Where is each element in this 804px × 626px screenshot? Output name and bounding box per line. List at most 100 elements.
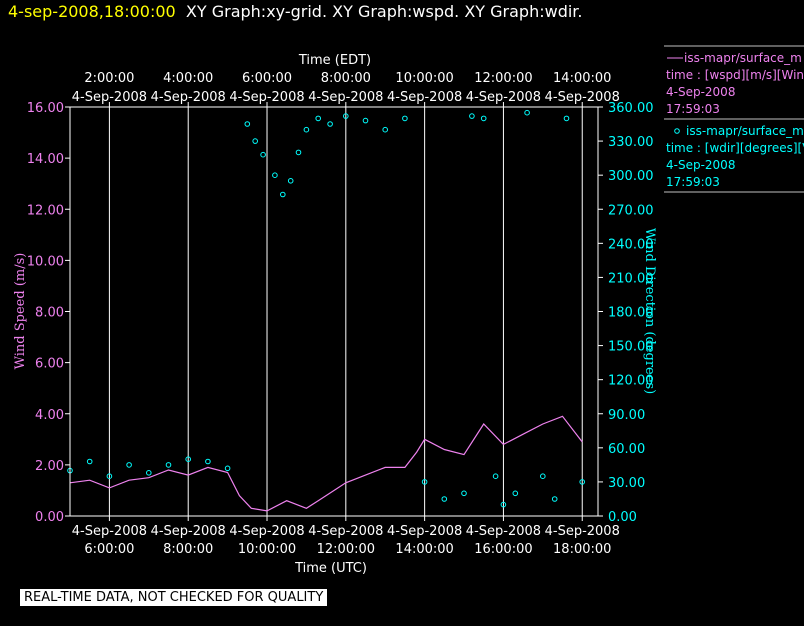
y-right-tick-label: 0.00 <box>608 510 637 525</box>
x-tick-date-top: 4-Sep-2008 <box>72 90 147 105</box>
wind-direction-point <box>260 151 266 158</box>
wind-direction-point <box>86 458 93 465</box>
x-tick-time-edt: 6:00:00 <box>242 71 292 86</box>
wind-direction-point <box>461 490 467 497</box>
y-left-tick-label: 16.00 <box>27 101 64 116</box>
x-tick-date-bottom: 4-Sep-2008 <box>151 524 226 539</box>
wind-direction-point <box>185 456 191 463</box>
wind-direction-point <box>224 465 231 472</box>
wind-direction-point <box>126 462 132 468</box>
wind-speed-line <box>69 415 583 512</box>
axes <box>69 106 599 517</box>
legend-dir-name: iss-mapr/surface_m <box>686 124 804 138</box>
x-tick-date-top: 4-Sep-2008 <box>387 90 462 105</box>
y-left-tick-label: 12.00 <box>27 203 64 218</box>
legend-circle-swatch <box>674 128 680 134</box>
x-tick-date-bottom: 4-Sep-2008 <box>308 524 383 539</box>
x-tick-date-top: 4-Sep-2008 <box>466 90 541 105</box>
x-tick-time-edt: 12:00:00 <box>474 71 532 86</box>
legend-speed-time: 17:59:03 <box>666 102 720 116</box>
y-left-tick-label: 6.00 <box>35 357 64 372</box>
grid-lines <box>108 107 583 516</box>
x-axis-ticks: 4-Sep-20086:00:002:00:004-Sep-20084-Sep-… <box>72 71 620 557</box>
legend-speed-detail: time : [wspd][m/s][Wind <box>666 68 804 82</box>
right-axis-ticks: 0.00 30.00 60.00 90.00 120.00 150.00 180.00 210… <box>598 101 654 525</box>
wind-direction-point <box>492 473 499 480</box>
quality-warning: REAL-TIME DATA, NOT CHECKED FOR QUALITY <box>20 589 328 606</box>
wind-direction-point <box>551 496 558 502</box>
wind-direction-point <box>524 109 530 116</box>
wind-direction-point <box>303 126 310 133</box>
legend-speed-date: 4-Sep-2008 <box>666 85 735 99</box>
header-graph-list: XY Graph:xy-grid. XY Graph:wspd. XY Grap… <box>185 2 583 21</box>
wind-direction-point <box>480 115 487 122</box>
x-tick-date-bottom: 4-Sep-2008 <box>229 524 304 539</box>
wind-direction-point <box>327 121 333 127</box>
wind-direction-series <box>67 109 586 508</box>
wind-direction-point <box>280 191 286 198</box>
y-left-tick-label: 10.00 <box>27 254 64 269</box>
wind-direction-point <box>295 149 302 156</box>
wind-direction-point <box>421 479 428 485</box>
wind-direction-point <box>106 473 113 480</box>
header-title: 4-sep-2008,18:00:00 XY Graph:xy-grid. XY… <box>8 2 583 21</box>
wind-direction-point <box>441 496 448 502</box>
y-left-tick-label: 2.00 <box>35 459 64 474</box>
y-left-axis-label: Wind Speed (m/s) <box>13 253 28 370</box>
y-right-tick-label: 240.00 <box>608 237 654 252</box>
wind-direction-point <box>402 115 408 122</box>
y-right-tick-label: 270.00 <box>608 203 654 218</box>
x-tick-time-edt: 4:00:00 <box>163 71 213 86</box>
wind-direction-point <box>469 113 475 119</box>
header-datetime: 4-sep-2008,18:00:00 <box>8 2 176 21</box>
x-tick-time-edt: 10:00:00 <box>395 71 453 86</box>
wind-direction-point <box>362 117 369 124</box>
y-left-tick-label: 8.00 <box>35 306 64 321</box>
y-right-tick-label: 150.00 <box>608 340 654 355</box>
y-right-axis-label: Wind Direction (degrees) <box>642 228 657 394</box>
legend-speed-name: iss-mapr/surface_m <box>684 51 802 65</box>
legend-dir-date: 4-Sep-2008 <box>666 158 735 172</box>
x-tick-date-top: 4-Sep-2008 <box>545 90 620 105</box>
x-tick-time-edt: 2:00:00 <box>84 71 134 86</box>
x-tick-time-utc: 10:00:00 <box>238 542 296 557</box>
y-right-tick-label: 30.00 <box>608 476 645 491</box>
x-tick-time-utc: 14:00:00 <box>395 542 453 557</box>
y-right-tick-label: 210.00 <box>608 271 654 286</box>
x-tick-time-edt: 14:00:00 <box>553 71 611 86</box>
y-right-tick-label: 360.00 <box>608 101 654 116</box>
wind-direction-point <box>343 113 349 119</box>
wind-direction-point <box>500 501 507 508</box>
y-right-tick-label: 90.00 <box>608 408 645 423</box>
x-tick-date-top: 4-Sep-2008 <box>151 90 226 105</box>
y-right-tick-label: 180.00 <box>608 306 654 321</box>
x-tick-time-utc: 16:00:00 <box>474 542 532 557</box>
x-tick-date-bottom: 4-Sep-2008 <box>545 524 620 539</box>
x-tick-time-edt: 8:00:00 <box>321 71 371 86</box>
wind-direction-point <box>244 121 251 127</box>
x-tick-date-bottom: 4-Sep-2008 <box>387 524 462 539</box>
y-left-tick-label: 0.00 <box>35 510 64 525</box>
y-right-tick-label: 300.00 <box>608 169 654 184</box>
x-tick-time-utc: 6:00:00 <box>84 542 134 557</box>
x-tick-time-utc: 12:00:00 <box>317 542 375 557</box>
wind-direction-point <box>382 126 389 133</box>
y-right-tick-label: 330.00 <box>608 135 654 150</box>
legend-dir-detail: time : [wdir][degrees][V <box>666 141 804 155</box>
wind-speed-series <box>69 415 583 512</box>
wind-direction-point <box>579 479 586 485</box>
wind-direction-point <box>146 470 152 476</box>
y-left-tick-label: 14.00 <box>27 152 64 167</box>
y-right-tick-label: 120.00 <box>608 374 654 389</box>
legend-dir-time: 17:59:03 <box>666 175 720 189</box>
plot-frame <box>69 106 599 517</box>
wind-direction-point <box>252 138 258 144</box>
wind-direction-point <box>205 458 211 465</box>
bottom-axis-title: Time (UTC) <box>294 561 367 576</box>
wind-direction-point <box>512 490 519 497</box>
x-tick-date-bottom: 4-Sep-2008 <box>466 524 541 539</box>
x-tick-date-top: 4-Sep-2008 <box>308 90 383 105</box>
y-left-tick-label: 4.00 <box>35 408 64 423</box>
x-tick-time-utc: 18:00:00 <box>553 542 611 557</box>
